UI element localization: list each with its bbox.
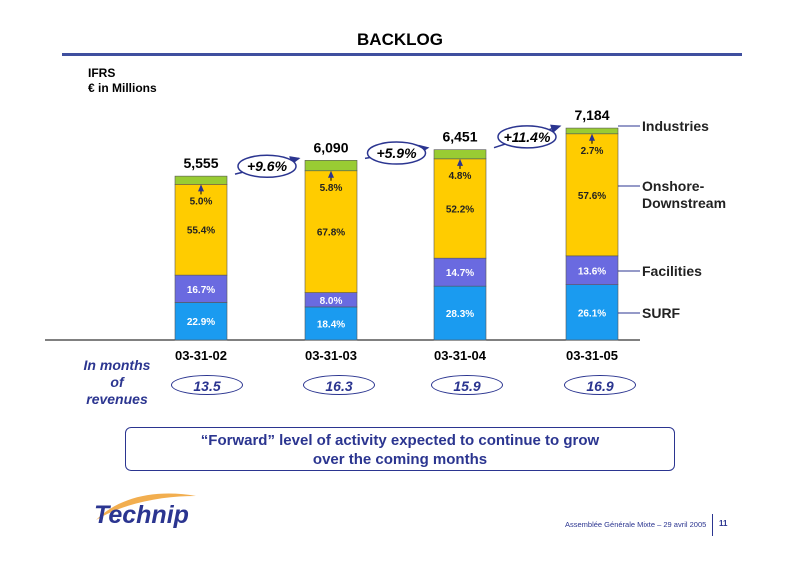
months-label-line-1: In months bbox=[83, 357, 151, 373]
segment-label-industries-2: 4.8% bbox=[449, 171, 472, 182]
bar-segment-industries-0 bbox=[174, 175, 228, 185]
segment-label-facilities-2: 14.7% bbox=[446, 268, 474, 279]
segment-label-onshore-downstream-3: 57.6% bbox=[578, 191, 606, 202]
backlog-chart: 22.9% 16.7% 55.4% 5.0% 5,555 03-31-02 18.4% 8.0… bbox=[45, 107, 726, 363]
bar-segment-industries-2 bbox=[433, 149, 487, 160]
months-label-line-2: of bbox=[110, 374, 124, 390]
segment-label-onshore-downstream-0: 55.4% bbox=[187, 226, 215, 237]
bar-total-3: 7,184 bbox=[574, 107, 609, 123]
bar-total-0: 5,555 bbox=[183, 155, 218, 171]
x-tick-label-3: 03-31-05 bbox=[566, 348, 618, 363]
bar-segment-facilities-0 bbox=[174, 274, 228, 303]
months-value-2002: 13.5 bbox=[171, 375, 243, 395]
x-tick-label-1: 03-31-03 bbox=[305, 348, 357, 363]
segment-label-industries-1: 5.8% bbox=[320, 183, 343, 194]
bar-segment-onshore-downstream-0 bbox=[174, 184, 228, 276]
bar-segment-facilities-2 bbox=[433, 257, 487, 287]
legend-label-1-1: Downstream bbox=[642, 195, 726, 211]
units-line-2: € in Millions bbox=[88, 81, 157, 95]
growth-oval-2 bbox=[497, 125, 557, 149]
bar-segment-surf-3 bbox=[565, 284, 619, 341]
technip-logo-text: Technip bbox=[94, 501, 189, 529]
bar-segment-surf-1 bbox=[304, 306, 358, 341]
growth-oval-0 bbox=[237, 154, 297, 178]
bar-total-2: 6,451 bbox=[442, 129, 477, 145]
title-divider bbox=[62, 53, 742, 56]
segment-label-surf-1: 18.4% bbox=[317, 319, 345, 330]
legend-label-2-0: Facilities bbox=[642, 263, 702, 279]
segment-label-surf-2: 28.3% bbox=[446, 309, 474, 320]
forward-activity-callout: “Forward” level of activity expected to … bbox=[125, 427, 675, 471]
segment-label-facilities-1: 8.0% bbox=[320, 296, 343, 307]
growth-label-1: +5.9% bbox=[376, 145, 417, 161]
growth-label-2: +11.4% bbox=[504, 129, 551, 145]
bar-segment-surf-2 bbox=[433, 285, 487, 341]
callout-line-2: over the coming months bbox=[312, 451, 488, 468]
segment-label-surf-3: 26.1% bbox=[578, 308, 606, 319]
segment-label-industries-0: 5.0% bbox=[190, 196, 213, 207]
bar-total-1: 6,090 bbox=[313, 139, 348, 155]
segment-label-facilities-3: 13.6% bbox=[578, 266, 606, 277]
bar-segment-industries-1 bbox=[304, 160, 358, 172]
months-label-line-3: revenues bbox=[86, 391, 148, 407]
x-tick-label-0: 03-31-02 bbox=[175, 348, 227, 363]
bar-segment-onshore-downstream-2 bbox=[433, 158, 487, 259]
months-value-2005: 16.9 bbox=[564, 375, 636, 395]
callout-line-1: “Forward” level of activity expected to … bbox=[200, 432, 600, 449]
segment-label-onshore-downstream-2: 52.2% bbox=[446, 204, 474, 215]
growth-label-0: +9.6% bbox=[247, 158, 288, 174]
bar-segment-onshore-downstream-3 bbox=[565, 133, 619, 257]
bar-segment-onshore-downstream-1 bbox=[304, 170, 358, 293]
footer-divider bbox=[712, 514, 713, 536]
technip-logo: Technip bbox=[94, 493, 196, 529]
segment-label-facilities-0: 16.7% bbox=[187, 285, 215, 296]
months-value-2003: 16.3 bbox=[303, 375, 375, 395]
legend-label-3-0: SURF bbox=[642, 305, 681, 321]
segment-label-surf-0: 22.9% bbox=[187, 317, 215, 328]
months-of-revenues-label: In months of revenues bbox=[74, 357, 160, 408]
months-value-2004: 15.9 bbox=[431, 375, 503, 395]
legend-label-1-0: Onshore- bbox=[642, 178, 705, 194]
footer-text: Assemblée Générale Mixte – 29 avril 2005 bbox=[565, 520, 707, 529]
units-label: IFRS € in Millions bbox=[88, 66, 157, 96]
segment-label-onshore-downstream-1: 67.8% bbox=[317, 228, 345, 239]
page-title: BACKLOG bbox=[357, 30, 443, 49]
bar-segment-industries-3 bbox=[565, 127, 619, 135]
growth-oval-1 bbox=[366, 141, 427, 165]
x-tick-label-2: 03-31-04 bbox=[434, 348, 487, 363]
page-number: 11 bbox=[719, 519, 728, 528]
bar-segment-facilities-3 bbox=[565, 255, 619, 285]
segment-label-industries-3: 2.7% bbox=[581, 146, 604, 157]
legend-label-0-0: Industries bbox=[642, 118, 709, 134]
units-line-1: IFRS bbox=[88, 66, 116, 80]
